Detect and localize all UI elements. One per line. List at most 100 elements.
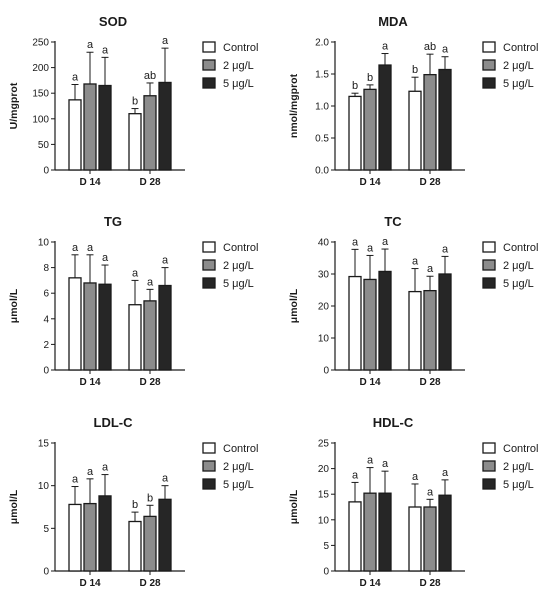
significance-letter: b (147, 492, 153, 504)
legend-swatch (482, 259, 496, 271)
legend-label: Control (503, 242, 538, 254)
legend-swatch (202, 277, 216, 289)
significance-letter: a (162, 473, 169, 485)
legend-swatch (482, 460, 496, 472)
bar-2gl (83, 502, 97, 572)
significance-letter: a (427, 486, 434, 498)
bar-2gl (423, 289, 437, 371)
y-tick-label: 1.0 (315, 102, 329, 113)
legend-label: Control (223, 443, 258, 455)
y-tick-label: 6 (43, 289, 49, 300)
bar-2gl (423, 73, 437, 171)
bar-control (348, 275, 362, 371)
legend-label: 5 μg/L (223, 479, 254, 491)
bar-5gl (158, 498, 172, 572)
y-tick-label: 150 (32, 89, 49, 100)
y-tick-label: 0 (43, 567, 49, 578)
bar-2gl (423, 506, 437, 572)
bar-2gl (143, 300, 157, 371)
legend-label: 2 μg/L (223, 260, 254, 272)
legend-label: Control (503, 443, 538, 455)
x-category-label: D 14 (79, 578, 101, 589)
x-category-label: D 14 (79, 177, 101, 188)
y-tick-label: 50 (38, 140, 50, 151)
x-category-label: D 28 (139, 578, 161, 589)
legend-swatch (202, 241, 216, 253)
chart-title: MDA (378, 14, 408, 29)
x-category-label: D 28 (139, 177, 161, 188)
bar-2gl (143, 95, 157, 171)
significance-letter: a (382, 236, 389, 248)
significance-letter: a (442, 467, 449, 479)
significance-letter: a (352, 236, 359, 248)
legend-label: 2 μg/L (503, 461, 534, 473)
significance-letter: a (87, 39, 94, 51)
y-tick-label: 15 (318, 490, 330, 501)
legend-label: Control (223, 42, 258, 54)
bar-5gl (98, 84, 112, 171)
bar-5gl (378, 64, 392, 171)
y-tick-label: 30 (318, 270, 330, 281)
legend-swatch (482, 41, 496, 53)
bar-control (68, 99, 82, 171)
significance-letter: a (162, 35, 169, 47)
bar-control (128, 304, 142, 371)
legend-swatch (482, 59, 496, 71)
legend-label: 2 μg/L (503, 60, 534, 72)
y-axis-label: nmol/mgprot (288, 73, 300, 138)
y-axis-label: μmol/L (288, 288, 300, 323)
legend-label: 5 μg/L (223, 78, 254, 90)
significance-letter: a (352, 469, 359, 481)
bar-control (408, 506, 422, 572)
y-tick-label: 5 (43, 524, 49, 535)
y-tick-label: 15 (38, 439, 50, 450)
legend-label: 5 μg/L (503, 278, 534, 290)
chart-title: TG (104, 214, 122, 229)
y-tick-label: 10 (38, 238, 50, 249)
y-tick-label: 5 (323, 541, 329, 552)
significance-letter: a (72, 242, 79, 254)
legend-swatch (482, 442, 496, 454)
legend-label: 2 μg/L (223, 60, 254, 72)
significance-letter: a (427, 263, 434, 275)
bar-control (348, 501, 362, 572)
significance-letter: b (132, 96, 138, 108)
y-tick-label: 0 (43, 166, 49, 177)
y-tick-label: 40 (318, 238, 330, 249)
bar-5gl (438, 494, 452, 572)
legend-swatch (202, 478, 216, 490)
significance-letter: a (72, 71, 79, 83)
y-tick-label: 8 (43, 263, 49, 274)
significance-letter: b (132, 499, 138, 511)
bar-5gl (438, 68, 452, 171)
significance-letter: a (442, 243, 449, 255)
y-tick-label: 1.5 (315, 70, 329, 81)
legend-label: 2 μg/L (223, 461, 254, 473)
legend-label: 2 μg/L (503, 260, 534, 272)
y-tick-label: 2.0 (315, 38, 329, 49)
y-tick-label: 0.0 (315, 166, 329, 177)
y-axis-label: μmol/L (8, 489, 20, 524)
significance-letter: ab (424, 41, 436, 53)
bar-5gl (378, 492, 392, 572)
x-category-label: D 14 (359, 578, 381, 589)
chart-title: HDL-C (373, 415, 414, 430)
bar-2gl (143, 515, 157, 572)
legend-swatch (202, 41, 216, 53)
legend-swatch (482, 241, 496, 253)
legend-swatch (202, 259, 216, 271)
legend-swatch (202, 77, 216, 89)
significance-letter: a (102, 252, 109, 264)
y-axis-label: μmol/L (288, 489, 300, 524)
bar-control (128, 520, 142, 572)
bar-2gl (83, 83, 97, 171)
legend-label: Control (223, 242, 258, 254)
y-tick-label: 10 (318, 515, 330, 526)
y-axis-label: μmol/L (8, 288, 20, 323)
x-category-label: D 14 (359, 177, 381, 188)
chart-title: SOD (99, 14, 127, 29)
